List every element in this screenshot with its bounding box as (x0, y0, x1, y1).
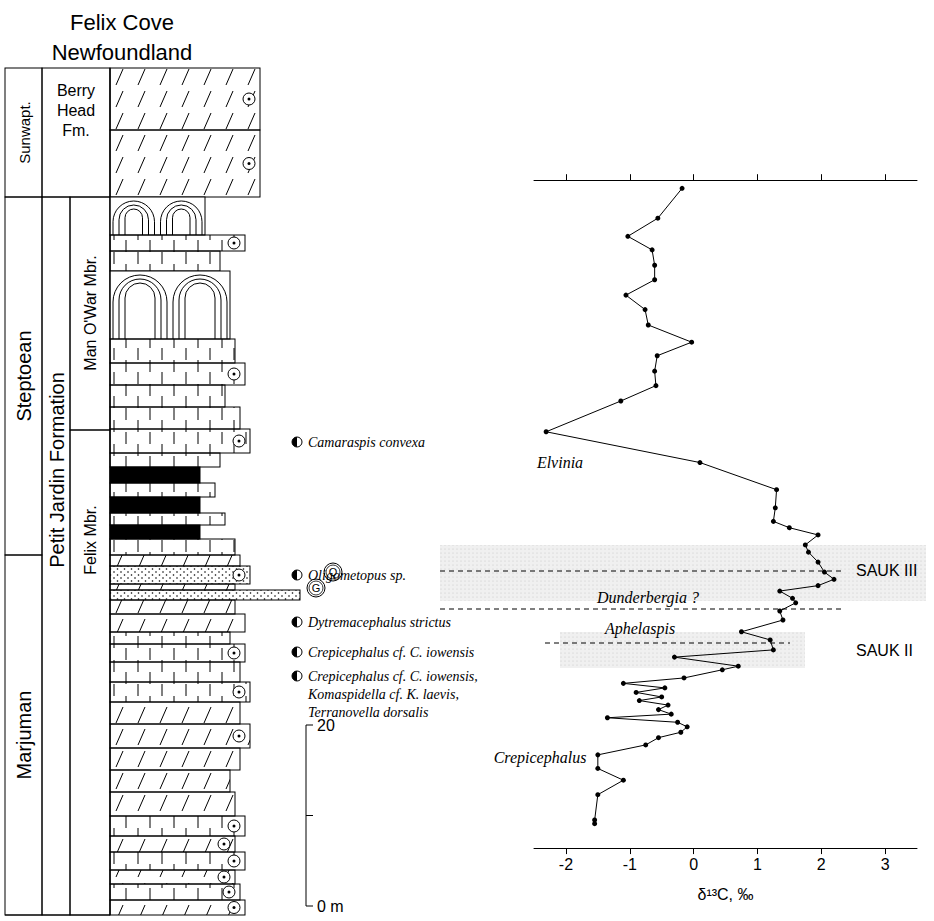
svg-text:1: 1 (753, 856, 762, 873)
svg-text:Camaraspis convexa: Camaraspis convexa (308, 435, 425, 450)
svg-text:SAUK II: SAUK II (856, 642, 913, 659)
svg-text:Man O'War Mbr.: Man O'War Mbr. (82, 255, 99, 370)
svg-text:Terranovella dorsalis: Terranovella dorsalis (308, 704, 429, 720)
svg-text:Newfoundland: Newfoundland (52, 40, 193, 65)
svg-text:20: 20 (317, 717, 335, 734)
svg-text:Fm.: Fm. (62, 122, 90, 139)
svg-text:Berry: Berry (57, 82, 95, 99)
svg-text:Dytremacephalus strictus: Dytremacephalus strictus (307, 615, 452, 630)
svg-text:Dunderbergia ?: Dunderbergia ? (596, 589, 699, 607)
svg-text:Petit Jardin Formation: Petit Jardin Formation (46, 372, 68, 568)
svg-text:Oligometopus sp.: Oligometopus sp. (308, 568, 406, 583)
svg-text:2: 2 (817, 856, 826, 873)
svg-text:0 m: 0 m (317, 898, 344, 915)
svg-text:SAUK III: SAUK III (856, 562, 917, 579)
svg-text:Head: Head (57, 102, 95, 119)
svg-text:Aphelaspis: Aphelaspis (604, 620, 675, 638)
svg-text:-2: -2 (559, 856, 573, 873)
svg-text:Felix Cove: Felix Cove (70, 10, 174, 35)
svg-text:-1: -1 (623, 856, 637, 873)
svg-text:Crepicephalus: Crepicephalus (494, 749, 587, 767)
svg-text:Crepicephalus cf. C. iowensis,: Crepicephalus cf. C. iowensis, (308, 669, 478, 684)
svg-text:3: 3 (881, 856, 890, 873)
svg-text:G: G (312, 582, 321, 594)
svg-text:0: 0 (689, 856, 698, 873)
svg-text:Marjuman: Marjuman (13, 691, 35, 780)
svg-text:Steptoean: Steptoean (13, 330, 35, 421)
svg-text:Felix Mbr.: Felix Mbr. (82, 505, 99, 574)
svg-text:Crepicephalus cf. C. iowensis: Crepicephalus cf. C. iowensis (308, 645, 475, 660)
svg-text:δ¹³C, ‰: δ¹³C, ‰ (697, 886, 753, 903)
svg-text:Komaspidella cf. K. laevis,: Komaspidella cf. K. laevis, (307, 687, 459, 702)
svg-text:Elvinia: Elvinia (536, 454, 583, 471)
svg-text:Sunwapt.: Sunwapt. (16, 101, 33, 164)
